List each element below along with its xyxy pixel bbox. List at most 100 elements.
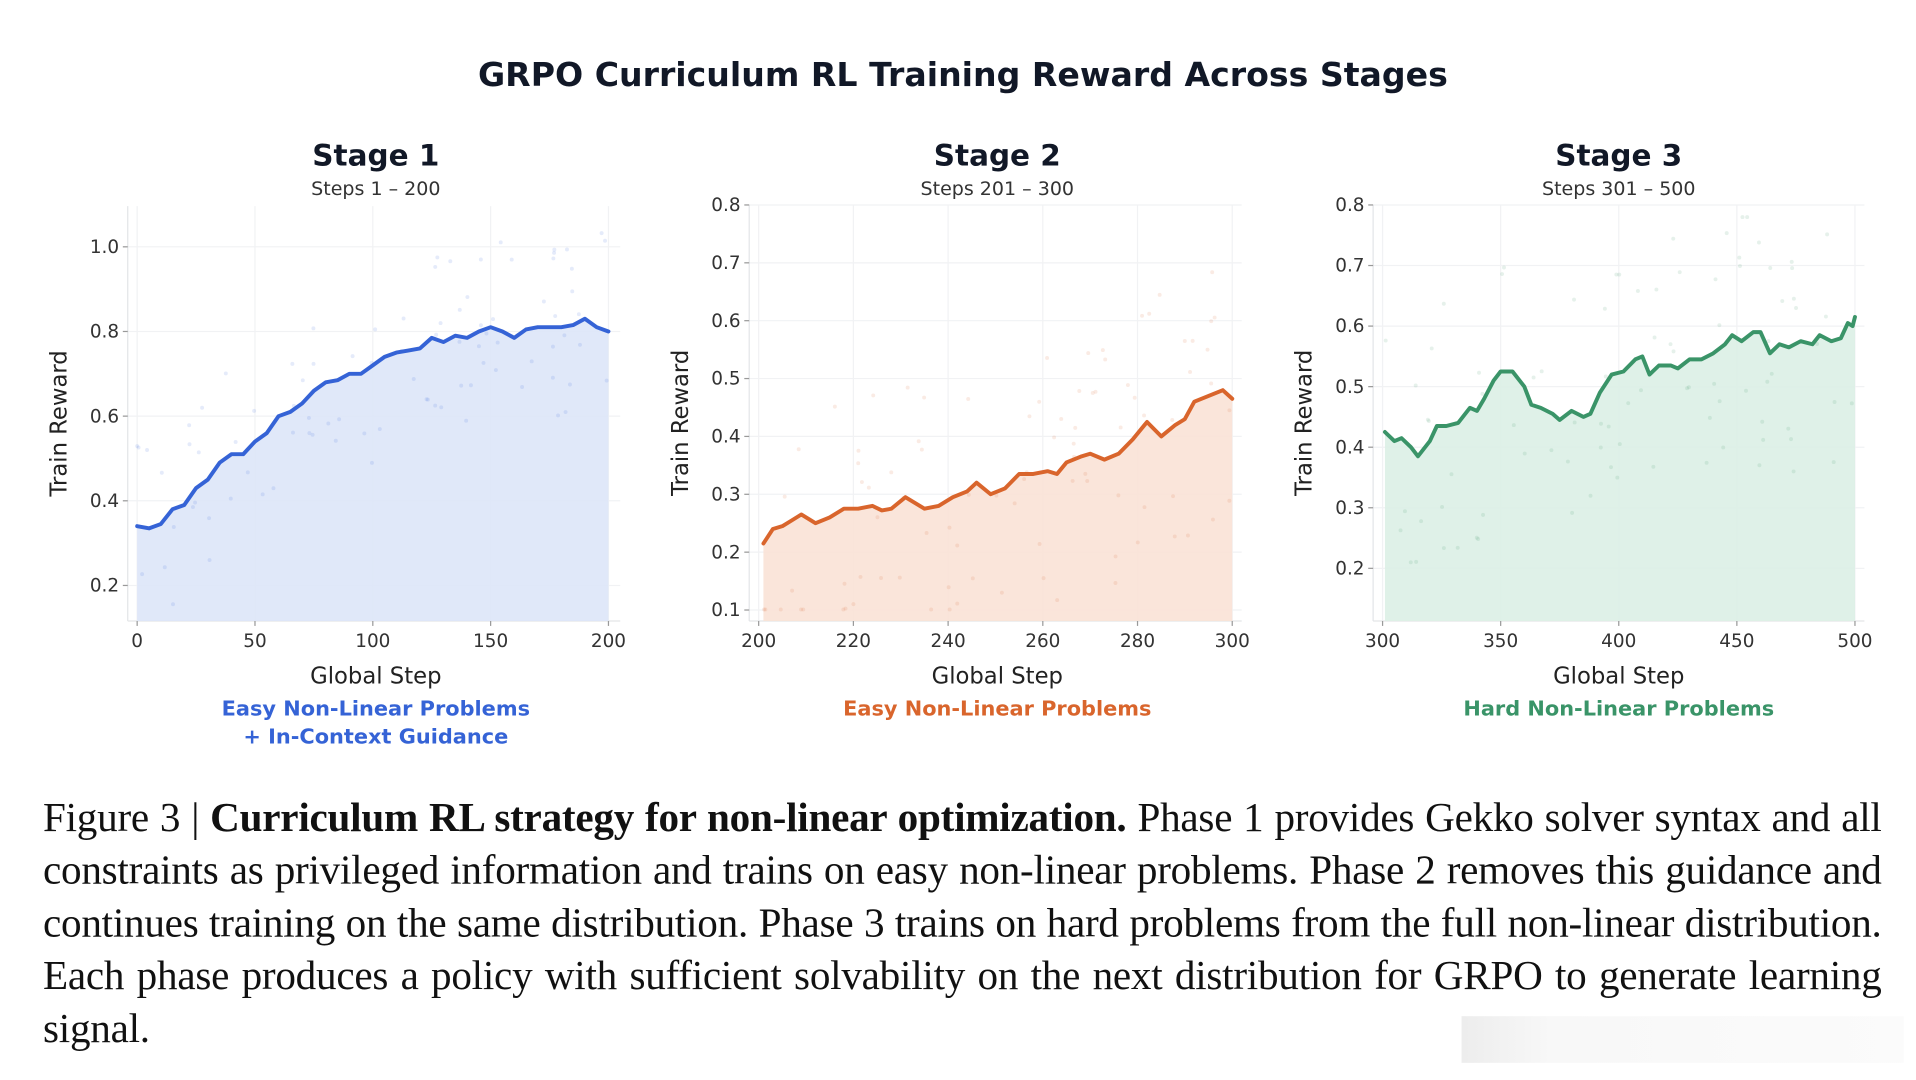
- raw-sample-point: [955, 543, 960, 548]
- raw-sample-point: [889, 470, 894, 475]
- raw-sample-point: [866, 485, 871, 490]
- raw-sample-point: [1093, 389, 1098, 394]
- y-tick-label: 0.6: [90, 406, 119, 427]
- raw-sample-point: [563, 410, 568, 414]
- raw-sample-point: [578, 342, 582, 347]
- raw-sample-point: [306, 415, 311, 420]
- raw-sample-point: [1100, 348, 1105, 353]
- raw-sample-point: [1766, 339, 1771, 344]
- raw-sample-point: [1441, 301, 1446, 306]
- chart-stage-2: 200 220 240 260 280 300 0.1 0.2 0.3 0.4 0.5 0.6 0.7 0…: [668, 139, 1250, 721]
- raw-sample-point: [493, 368, 498, 372]
- raw-sample-point: [260, 492, 265, 497]
- raw-sample-point: [1070, 478, 1075, 483]
- raw-sample-point: [520, 385, 525, 389]
- stage-annotation: + In-Context Guidance: [243, 725, 508, 749]
- raw-sample-point: [1441, 546, 1446, 551]
- raw-sample-point: [1172, 534, 1177, 539]
- raw-sample-point: [300, 378, 305, 383]
- raw-sample-point: [465, 295, 470, 300]
- y-tick-label: 0.5: [711, 369, 740, 390]
- raw-sample-point: [290, 361, 295, 366]
- raw-sample-point: [448, 259, 453, 264]
- x-tick-label: 500: [1837, 631, 1872, 652]
- raw-sample-point: [1522, 451, 1527, 456]
- raw-sample-point: [401, 316, 406, 321]
- raw-sample-point: [187, 423, 192, 428]
- raw-sample-point: [859, 480, 864, 484]
- raw-sample-point: [1477, 370, 1481, 375]
- raw-sample-point: [567, 382, 572, 387]
- raw-sample-point: [565, 247, 569, 252]
- raw-sample-point: [1449, 472, 1454, 477]
- caption-label: Figure 3 |: [42, 795, 200, 841]
- raw-sample-point: [790, 588, 795, 593]
- area-fill: [1384, 316, 1855, 622]
- raw-sample-point: [135, 444, 140, 449]
- raw-sample-point: [252, 408, 257, 413]
- raw-sample-point: [1677, 270, 1682, 275]
- raw-sample-point: [1455, 545, 1460, 550]
- y-tick-label: 0.4: [711, 427, 740, 448]
- raw-sample-point: [1832, 400, 1837, 404]
- raw-sample-point: [1572, 420, 1577, 425]
- raw-sample-point: [1055, 598, 1060, 603]
- raw-sample-point: [1113, 581, 1118, 585]
- raw-sample-point: [1142, 505, 1147, 510]
- raw-sample-point: [1565, 459, 1570, 464]
- raw-sample-point: [1760, 419, 1765, 424]
- raw-sample-point: [326, 421, 331, 426]
- raw-sample-point: [879, 576, 884, 580]
- raw-sample-point: [1419, 519, 1424, 524]
- raw-sample-point: [478, 257, 483, 262]
- raw-sample-point: [1090, 390, 1095, 395]
- y-axis-label: Train Reward: [668, 350, 694, 497]
- raw-sample-point: [1765, 379, 1770, 384]
- raw-sample-point: [457, 307, 462, 312]
- raw-sample-point: [1617, 442, 1622, 447]
- x-tick-label: 300: [1365, 631, 1400, 652]
- raw-sample-point: [556, 413, 561, 418]
- x-tick-label: 200: [741, 631, 776, 652]
- raw-sample-point: [373, 327, 378, 332]
- raw-sample-point: [1721, 445, 1726, 450]
- raw-sample-point: [369, 460, 374, 465]
- raw-sample-point: [799, 607, 804, 612]
- raw-sample-point: [1210, 270, 1215, 275]
- raw-sample-point: [1227, 498, 1232, 503]
- raw-sample-point: [1789, 259, 1794, 264]
- raw-sample-point: [196, 450, 201, 455]
- raw-sample-point: [1572, 297, 1577, 302]
- raw-sample-point: [970, 576, 975, 581]
- chart-stage-1: 0 50 100 150 200 0.2 0.4 0.6 0.8 1.0 Stage 1 Steps …: [46, 139, 626, 749]
- raw-sample-point: [1140, 313, 1145, 318]
- raw-sample-point: [459, 383, 464, 388]
- raw-sample-point: [796, 447, 801, 452]
- y-tick-label: 1.0: [90, 237, 119, 258]
- raw-sample-point: [994, 493, 999, 498]
- raw-sample-point: [1171, 494, 1175, 499]
- raw-sample-point: [782, 494, 787, 499]
- raw-sample-point: [1769, 371, 1774, 376]
- stage-annotation: Easy Non-Linear Problems: [222, 697, 530, 721]
- y-tick-label: 0.7: [711, 253, 740, 274]
- raw-sample-point: [1713, 277, 1718, 282]
- raw-sample-point: [842, 581, 847, 586]
- raw-sample-point: [171, 525, 176, 529]
- x-tick-label: 350: [1483, 631, 1518, 652]
- raw-sample-point: [603, 238, 608, 243]
- raw-sample-point: [1745, 215, 1750, 220]
- raw-sample-point: [377, 427, 382, 432]
- raw-sample-point: [551, 256, 556, 261]
- raw-sample-point: [1737, 264, 1742, 268]
- stage-annotation: Hard Non-Linear Problems: [1463, 697, 1774, 721]
- raw-sample-point: [1588, 493, 1593, 498]
- raw-sample-point: [1599, 421, 1603, 426]
- raw-sample-point: [1531, 375, 1536, 380]
- stage-annotation: Easy Non-Linear Problems: [843, 697, 1151, 721]
- figure-caption: Figure 3 | Curriculum RL strategy for no…: [43, 792, 1882, 1056]
- raw-sample-point: [1182, 339, 1187, 343]
- raw-sample-point: [484, 331, 489, 336]
